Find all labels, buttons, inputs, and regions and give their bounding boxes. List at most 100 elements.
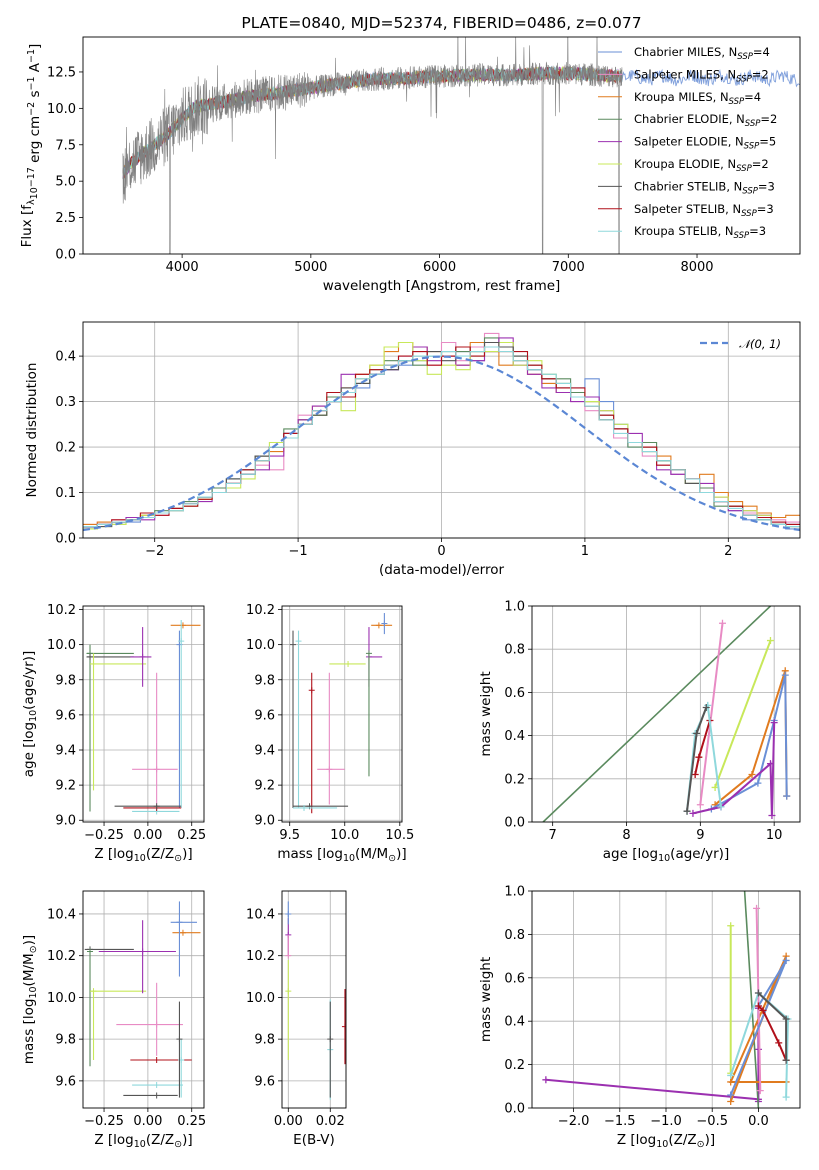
data-point-kroupa_elodie [90,660,97,667]
y-tick-label: 12.5 [47,65,76,80]
x-axis-label-part: )] [705,1132,716,1148]
y-tick-label: 9.8 [55,1033,76,1048]
data-point-chabrier_miles [285,910,292,917]
panel-mass_vs_ebv: 0.00 0.02 9.6 9.8 10.0 10.2 10.4 E(B-V) [246,890,347,1148]
legend-name: Salpeter STELIB, N [634,202,741,216]
legend-nssp: =2 [752,157,769,171]
weight-point-chabrier_stelib [782,1056,790,1064]
data-point-salpeter_miles [153,766,160,773]
y-tick-label: 0.6 [504,686,525,701]
weight-point-chabrier_stelib [693,729,701,737]
x-tick-label: 0.25 [177,1114,206,1129]
x-tick-label: −2 [145,544,164,559]
data-point-salpeter_stelib [341,1023,346,1030]
x-axis-label: Z [log10(Z/Z⊙)] [94,846,192,864]
weight-line-chabrier_elodie [542,606,772,822]
plot-area [542,891,792,1108]
weight-line-salpeter_stelib [757,1005,788,1061]
y-tick-label: 9.6 [254,708,275,723]
axes-frame [82,321,801,539]
y-tick-label: 0.2 [504,772,525,787]
y-axis-label: mass weight [478,671,494,756]
weight-point-salpeter_stelib [775,1039,783,1047]
legend-subscript: SSP [729,97,745,107]
y-axis-label-part: (M/M [21,953,37,986]
x-axis-label-part: ⊙ [174,1139,182,1150]
data-point-chabrier_stelib [327,1036,334,1043]
y-tick-label: 0.0 [55,248,76,263]
y-axis-label-part: Flux [f [19,204,35,248]
data-point-kroupa_stelib [301,804,308,811]
legend-name: Kroupa STELIB, N [634,224,734,238]
plot-area [83,332,800,532]
x-tick-label: −1.5 [604,1114,636,1129]
y-tick-label: 10.2 [246,949,275,964]
weight-line-salpeter_miles [755,908,762,1091]
y-tick-label: 0.0 [504,1102,525,1117]
y-axis-label-part: −1 [26,49,37,63]
x-tick-label: 2 [724,544,732,559]
x-axis-label-part: 10 [343,853,355,864]
chart-title: PLATE=0840, MJD=52374, FIBERID=0486, z=0… [241,14,641,32]
hist-step-kroupa_stelib [83,346,800,528]
x-axis-label-part: )] [182,846,193,862]
y-tick-label: 10.2 [47,949,76,964]
weight-point-chabrier_stelib [782,1015,790,1023]
weight-point-salpeter_stelib [695,753,703,761]
x-tick-label: 8000 [680,260,713,275]
legend-subscript: SSP [741,209,757,219]
x-axis-label-part: )] [182,1132,193,1148]
weight-point-chabrier_stelib [702,704,710,712]
y-axis-label: Normed distribution [24,363,40,498]
y-axis-label-part: −2 [26,102,37,116]
y-tick-label: 9.2 [254,779,275,794]
data-point-chabrier_stelib [87,653,94,660]
y-tick-label: 10.0 [47,638,76,653]
plot-area [290,613,393,814]
weight-point-chabrier_miles [781,671,789,679]
y-tick-label: 9.4 [55,744,76,759]
y-axis-label-part: −17 [26,167,37,187]
weight-point-chabrier_miles [783,792,791,800]
x-axis-label-part: 10 [656,1139,668,1150]
x-axis-label: E(B-V) [293,1132,335,1148]
x-tick-label: 1 [581,544,589,559]
legend-nssp: =2 [752,67,769,81]
data-point-salpeter_elodie [139,948,146,955]
data-point-kroupa_stelib [178,638,185,645]
weight-point-salpeter_elodie [754,1045,762,1053]
plot-area [86,620,201,815]
data-point-kroupa_elodie [90,988,97,995]
y-tick-label: 9.4 [254,744,275,759]
y-tick-label: 0.2 [55,441,76,456]
y-tick-label: 10.0 [246,638,275,653]
y-tick-label: 0.0 [504,816,525,831]
weight-line-chabrier_elodie [743,891,760,1108]
x-tick-label: 9.5 [279,828,300,843]
weight-point-salpeter_elodie [766,760,774,768]
legend-label-chabrier_elodie: Chabrier ELODIE, NSSP=2 [634,112,777,129]
legend-label-chabrier_stelib: Chabrier STELIB, NSSP=3 [634,179,775,196]
weight-point-salpeter_elodie [770,719,778,727]
y-tick-label: 0.4 [55,350,76,365]
y-tick-label: 9.2 [55,779,76,794]
plot-area [84,901,201,1099]
y-tick-label: 0.8 [504,928,525,943]
data-point-salpeter_elodie [139,653,146,660]
legend-nssp: =3 [757,202,774,216]
x-axis-label-part: Z [log [94,1132,133,1148]
data-point-kroupa_miles [179,929,186,936]
legend-label-salpeter_elodie: Salpeter ELODIE, NSSP=5 [634,135,776,152]
x-tick-label: 10 [766,828,783,843]
legend-subscript: SSP [736,74,752,84]
panel-residuals: −2 −1 0 1 2 0.0 0.1 0.2 0.3 0.4 (data-model)/error… [24,321,801,578]
data-point-salpeter_stelib [153,1057,160,1064]
data-point-chabrier_stelib [290,641,297,648]
legend-name: Chabrier ELODIE, N [634,112,745,126]
y-tick-label: 10.0 [47,991,76,1006]
y-tick-label: 0.1 [55,486,76,501]
y-tick-label: 10.2 [47,603,76,618]
data-point-salpeter_miles [285,952,292,959]
data-point-chabrier_stelib [176,1036,183,1043]
observed-spectrum-line [122,37,623,254]
